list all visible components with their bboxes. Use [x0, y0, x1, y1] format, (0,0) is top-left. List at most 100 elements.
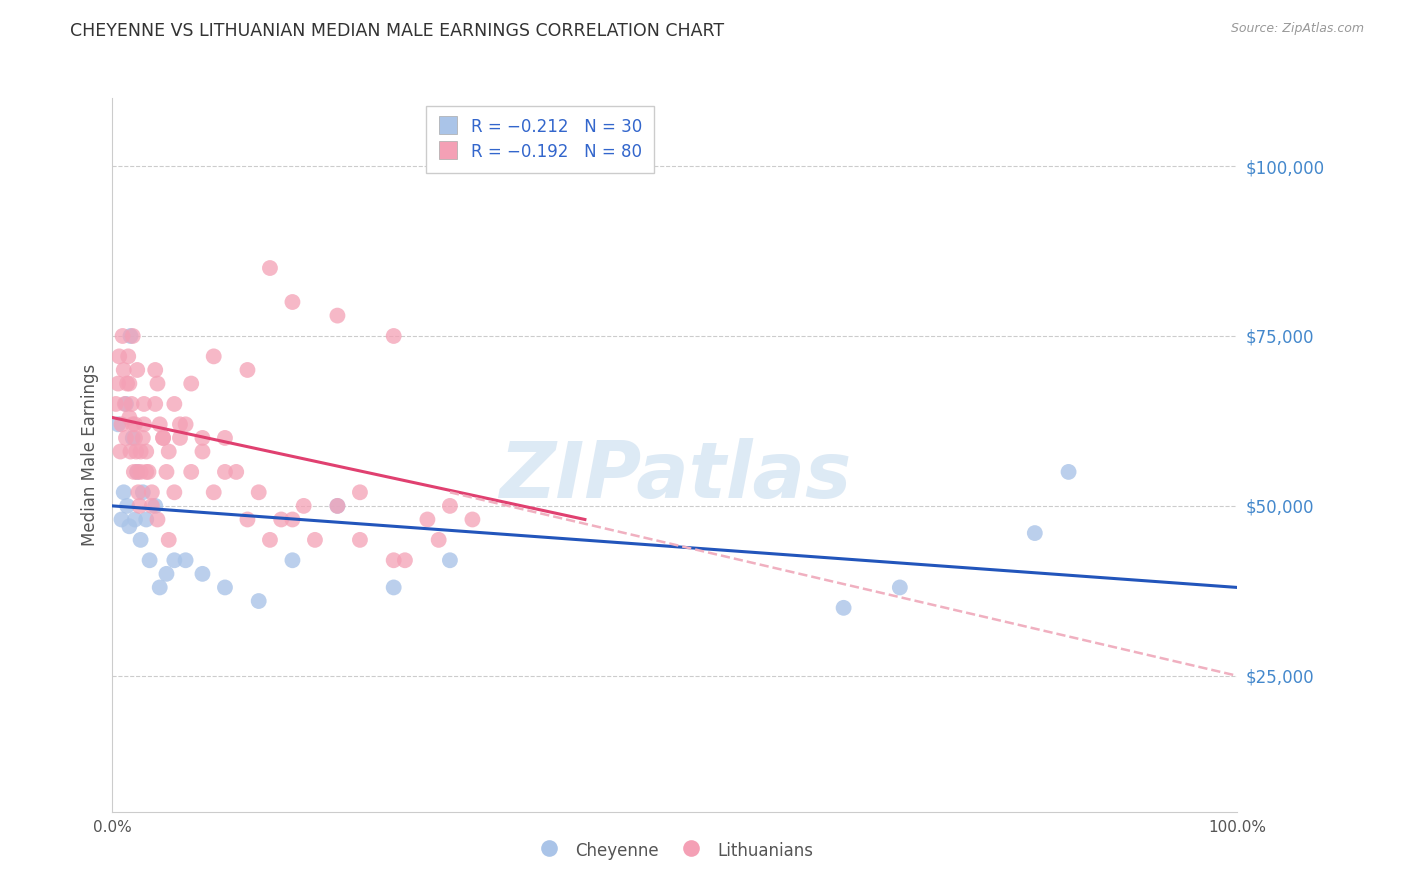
Point	[115, 431, 138, 445]
Point	[152, 431, 174, 445]
Point	[1024, 526, 1046, 541]
Point	[247, 485, 270, 500]
Point	[108, 350, 131, 364]
Point	[191, 431, 214, 445]
Point	[122, 465, 145, 479]
Point	[132, 397, 155, 411]
Point	[259, 260, 281, 275]
Point	[155, 566, 177, 581]
Point	[143, 397, 166, 411]
Point	[382, 329, 405, 343]
Point	[236, 512, 259, 526]
Point	[112, 485, 135, 500]
Point	[127, 363, 149, 377]
Point	[349, 485, 371, 500]
Y-axis label: Median Male Earnings: Median Male Earnings	[80, 364, 98, 546]
Point	[132, 431, 155, 445]
Point	[202, 350, 225, 364]
Point	[152, 431, 174, 445]
Point	[129, 444, 152, 458]
Point	[259, 533, 281, 547]
Point	[138, 465, 160, 479]
Point	[121, 329, 143, 343]
Point	[157, 444, 180, 458]
Point	[141, 485, 163, 500]
Point	[225, 465, 247, 479]
Point	[214, 581, 236, 595]
Point	[155, 465, 177, 479]
Point	[143, 499, 166, 513]
Text: ZIPatlas: ZIPatlas	[499, 438, 851, 515]
Point	[104, 397, 127, 411]
Point	[214, 431, 236, 445]
Point	[281, 295, 304, 310]
Point	[439, 553, 461, 567]
Point	[191, 566, 214, 581]
Point	[382, 581, 405, 595]
Point	[214, 465, 236, 479]
Point	[124, 417, 146, 432]
Point	[107, 417, 129, 432]
Point	[129, 465, 152, 479]
Point	[118, 410, 141, 425]
Point	[128, 499, 150, 513]
Point	[110, 512, 132, 526]
Point	[832, 600, 855, 615]
Point	[191, 444, 214, 458]
Point	[115, 499, 138, 513]
Point	[889, 581, 911, 595]
Point	[127, 485, 149, 500]
Point	[439, 499, 461, 513]
Point	[132, 417, 155, 432]
Point	[118, 376, 141, 391]
Point	[326, 499, 349, 513]
Point	[461, 512, 484, 526]
Point	[118, 519, 141, 533]
Point	[120, 329, 142, 343]
Point	[141, 499, 163, 513]
Point	[236, 363, 259, 377]
Point	[121, 397, 143, 411]
Point	[135, 465, 157, 479]
Point	[115, 397, 138, 411]
Point	[124, 512, 146, 526]
Point	[149, 581, 172, 595]
Point	[138, 553, 160, 567]
Point	[107, 376, 129, 391]
Point	[169, 417, 191, 432]
Point	[110, 417, 132, 432]
Point	[125, 444, 148, 458]
Point	[127, 465, 149, 479]
Point	[157, 533, 180, 547]
Point	[135, 444, 157, 458]
Text: Source: ZipAtlas.com: Source: ZipAtlas.com	[1230, 22, 1364, 36]
Point	[111, 329, 134, 343]
Point	[146, 512, 169, 526]
Point	[115, 376, 138, 391]
Point	[349, 533, 371, 547]
Point	[117, 350, 139, 364]
Point	[110, 444, 132, 458]
Point	[127, 465, 149, 479]
Point	[304, 533, 326, 547]
Point	[114, 397, 136, 411]
Point	[292, 499, 315, 513]
Point	[281, 512, 304, 526]
Point	[124, 431, 146, 445]
Point	[169, 431, 191, 445]
Point	[281, 553, 304, 567]
Point	[202, 485, 225, 500]
Point	[174, 417, 197, 432]
Point	[163, 485, 186, 500]
Point	[326, 309, 349, 323]
Point	[163, 553, 186, 567]
Point	[135, 512, 157, 526]
Point	[270, 512, 292, 526]
Point	[112, 363, 135, 377]
Point	[180, 465, 202, 479]
Point	[416, 512, 439, 526]
Point	[129, 533, 152, 547]
Point	[132, 485, 155, 500]
Legend: Cheyenne, Lithuanians: Cheyenne, Lithuanians	[530, 834, 820, 868]
Point	[174, 553, 197, 567]
